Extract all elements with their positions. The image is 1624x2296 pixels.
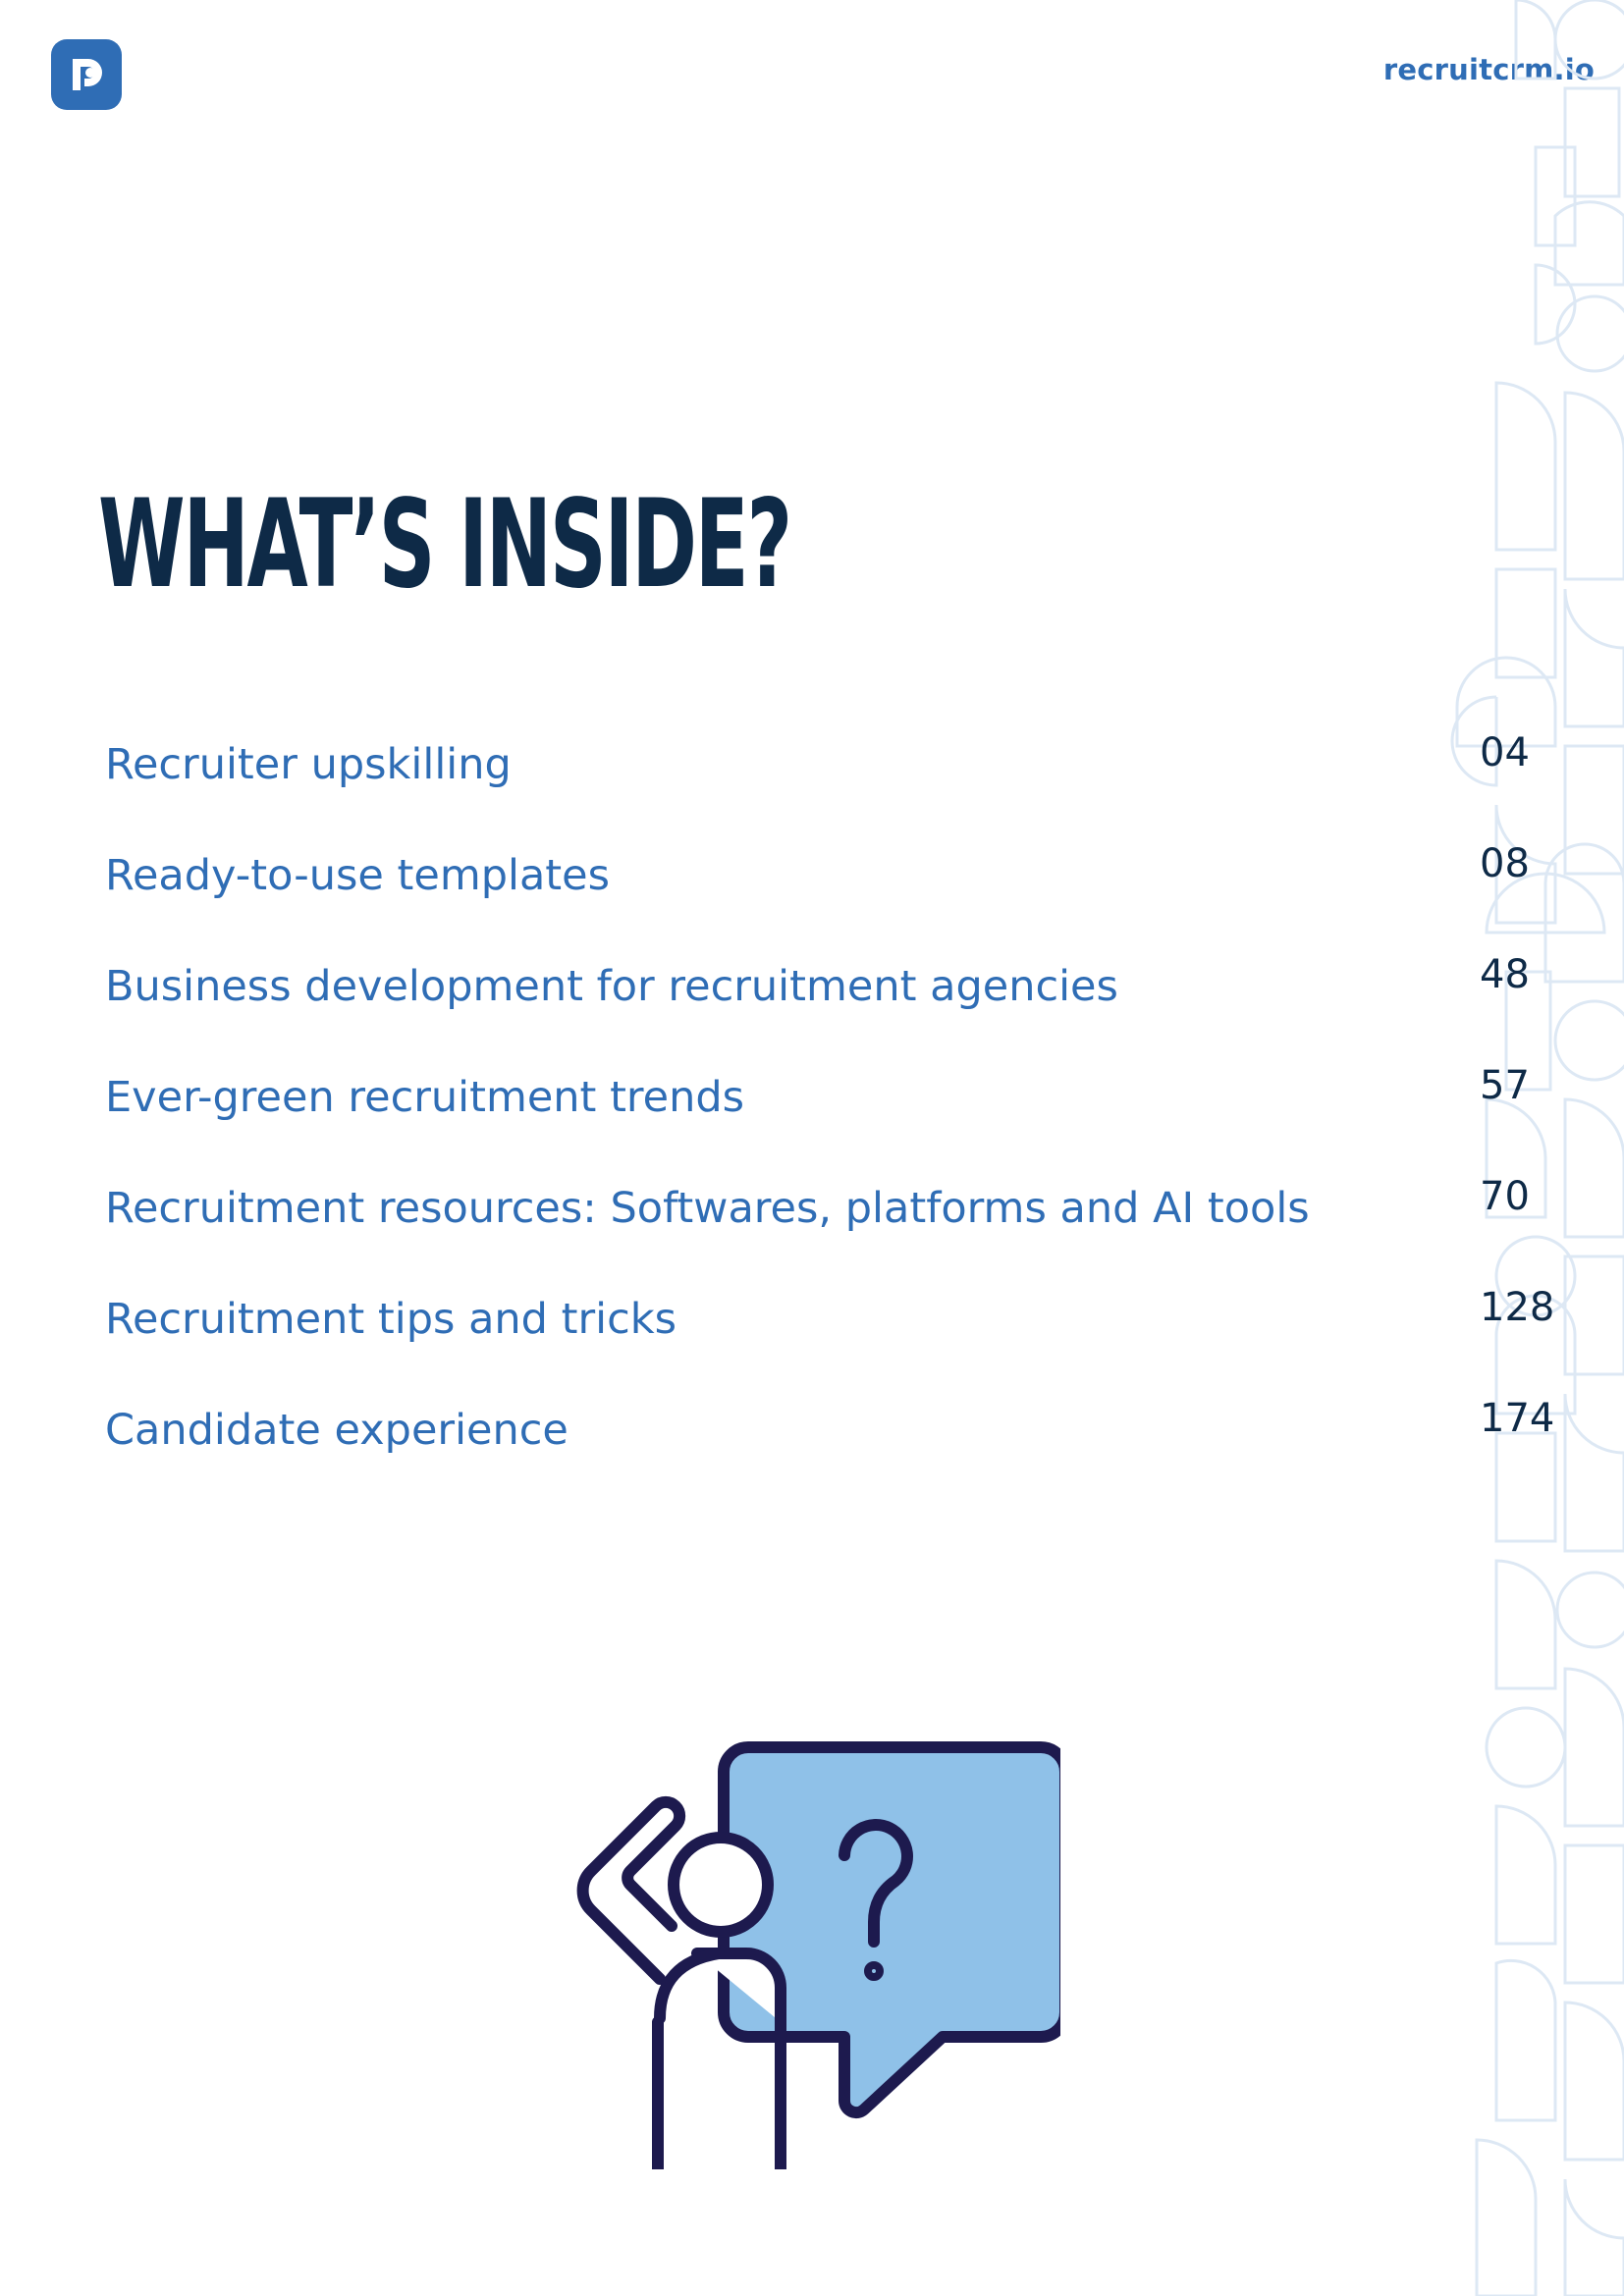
toc-item-label[interactable]: Recruiter upskilling — [105, 740, 512, 789]
toc-item-page: 174 — [1480, 1396, 1555, 1441]
toc-item-label[interactable]: Ready-to-use templates — [105, 851, 611, 900]
toc-item-page: 57 — [1480, 1063, 1530, 1108]
toc-item-page: 128 — [1480, 1285, 1555, 1330]
toc-item[interactable]: Recruiter upskilling 04 — [105, 730, 1548, 847]
toc-item[interactable]: Recruitment tips and tricks 128 — [105, 1285, 1554, 1402]
toc-item-label[interactable]: Business development for recruitment age… — [105, 962, 1118, 1011]
toc-item[interactable]: Candidate experience 174 — [105, 1396, 1554, 1513]
toc-item[interactable]: Ever-green recruitment trends 57 — [105, 1063, 1548, 1180]
toc-item-page: 04 — [1480, 730, 1530, 775]
confused-person-question-icon — [576, 1741, 1060, 2169]
toc-item-page: 70 — [1480, 1174, 1530, 1219]
toc-item-label[interactable]: Recruitment resources: Softwares, platfo… — [105, 1184, 1310, 1233]
table-of-contents: Recruiter upskilling 04 Ready-to-use tem… — [105, 730, 1554, 1513]
recruitcrm-logo-icon[interactable] — [51, 39, 122, 110]
toc-item[interactable]: Ready-to-use templates 08 — [105, 841, 1548, 958]
toc-item-label[interactable]: Candidate experience — [105, 1406, 568, 1455]
toc-item-label[interactable]: Recruitment tips and tricks — [105, 1295, 677, 1344]
toc-item-page: 48 — [1480, 952, 1530, 997]
toc-item-label[interactable]: Ever-green recruitment trends — [105, 1073, 745, 1122]
toc-item[interactable]: Business development for recruitment age… — [105, 952, 1548, 1069]
toc-item-page: 08 — [1480, 841, 1530, 886]
toc-item[interactable]: Recruitment resources: Softwares, platfo… — [105, 1174, 1548, 1291]
page-title: WHAT’S INSIDE? — [98, 474, 792, 615]
